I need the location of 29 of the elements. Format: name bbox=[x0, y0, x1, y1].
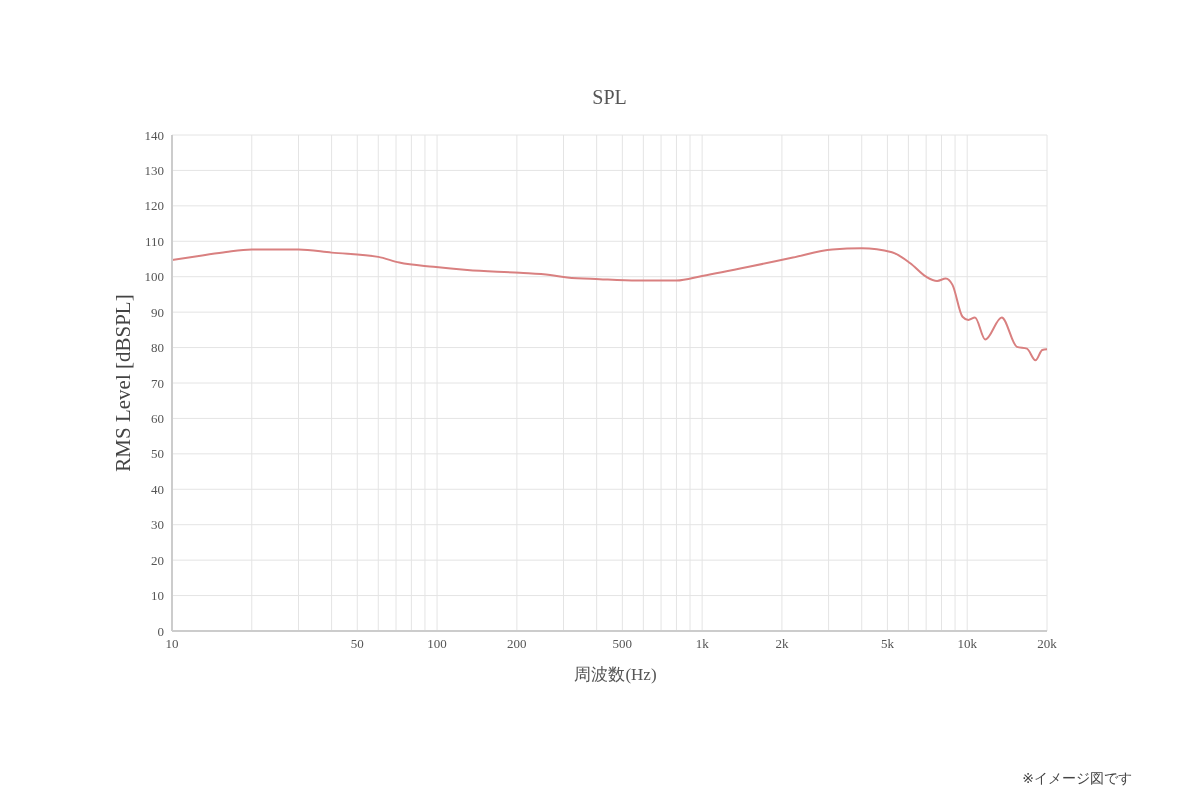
y-tick-label: 60 bbox=[151, 411, 164, 427]
x-axis-title: 周波数(Hz) bbox=[574, 665, 657, 684]
y-tick-label: 120 bbox=[144, 198, 164, 214]
x-tick-label: 1k bbox=[695, 636, 710, 652]
x-tick-label: 50 bbox=[350, 636, 364, 652]
y-tick-label: 90 bbox=[151, 304, 164, 320]
y-tick-label: 0 bbox=[157, 623, 164, 639]
y-tick-label: 30 bbox=[151, 517, 164, 533]
x-tick-label: 10 bbox=[165, 636, 179, 652]
x-tick-label: 100 bbox=[427, 636, 447, 652]
y-tick-label: 110 bbox=[144, 233, 164, 249]
y-tick-label: 130 bbox=[144, 163, 164, 179]
y-tick-label: 50 bbox=[151, 446, 164, 462]
y-tick-label: 140 bbox=[144, 127, 164, 143]
x-tick-label: 20k bbox=[1037, 636, 1058, 652]
x-tick-label: 500 bbox=[612, 636, 633, 652]
text: ※イメージ図です bbox=[1022, 770, 1132, 786]
y-tick-label: 10 bbox=[151, 588, 164, 604]
x-tick-label: 200 bbox=[507, 636, 527, 652]
y-tick-label: 80 bbox=[151, 340, 164, 356]
y-tick-label: 70 bbox=[151, 375, 164, 391]
x-tick-label: 5k bbox=[880, 636, 895, 652]
chart-title: SPL bbox=[592, 86, 627, 108]
y-tick-label: 40 bbox=[151, 481, 164, 497]
x-tick-label: 10k bbox=[957, 636, 978, 652]
x-tick-label: 2k bbox=[775, 636, 789, 652]
y-axis-title: RMS Level [dBSPL] bbox=[111, 294, 135, 472]
y-tick-label: 100 bbox=[144, 269, 164, 285]
y-tick-label: 20 bbox=[151, 552, 164, 568]
